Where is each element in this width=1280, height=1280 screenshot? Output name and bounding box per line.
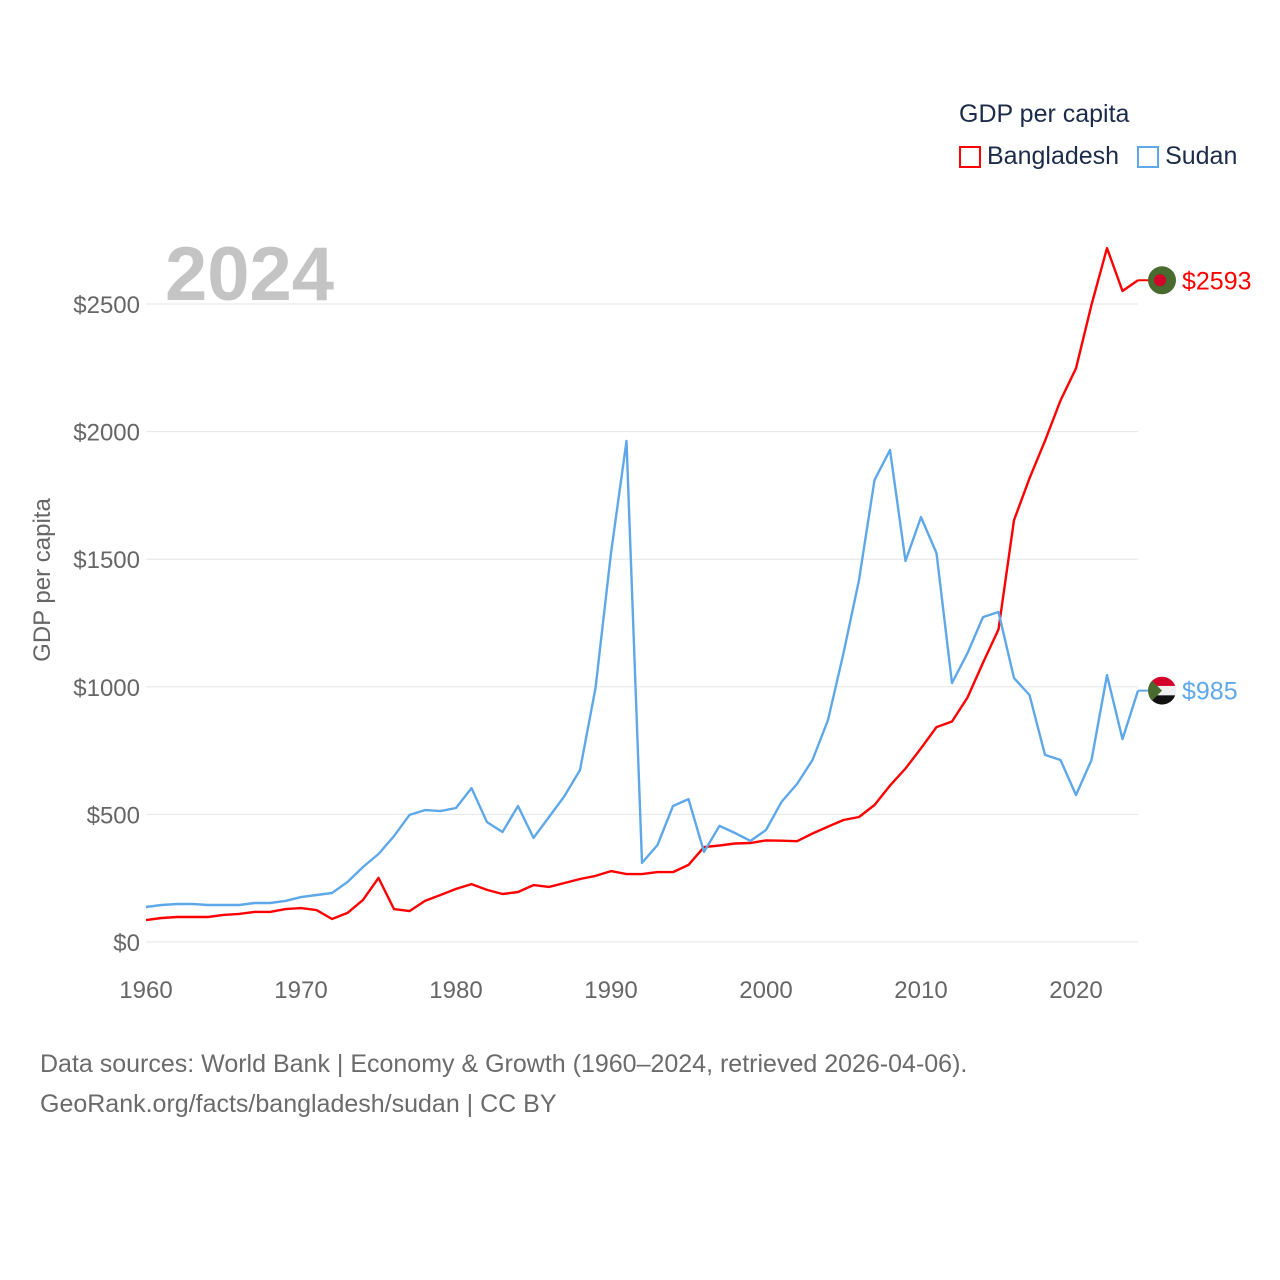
y-tick-label: $2500 xyxy=(73,292,140,319)
sudan-flag-icon xyxy=(1148,676,1176,705)
y-tick-label: $500 xyxy=(87,802,140,829)
y-tick-label: $1500 xyxy=(73,547,140,574)
end-value-label: $2593 xyxy=(1182,267,1252,295)
y-axis-title: GDP per capita xyxy=(29,498,56,662)
legend-item-sudan[interactable]: Sudan xyxy=(1137,142,1237,171)
bangladesh-flag-disc xyxy=(1154,274,1166,287)
y-tick-label: $1000 xyxy=(73,675,140,702)
x-tick-label: 2010 xyxy=(894,977,947,1004)
end-value-label: $985 xyxy=(1182,678,1238,706)
x-tick-label: 2020 xyxy=(1049,977,1102,1004)
legend: Bangladesh Sudan xyxy=(959,142,1237,171)
x-tick-label: 2000 xyxy=(739,977,792,1004)
series-line-bangladesh xyxy=(145,246,1139,922)
legend-swatch-bangladesh xyxy=(959,145,981,168)
x-tick-label: 1990 xyxy=(584,977,637,1004)
legend-title: GDP per capita xyxy=(959,100,1130,128)
legend-swatch-sudan xyxy=(1137,145,1160,168)
legend-label: Bangladesh xyxy=(987,142,1120,170)
x-tick-label: 1970 xyxy=(274,977,327,1004)
y-tick-label: $2000 xyxy=(73,420,140,447)
footer-source: Data sources: World Bank | Economy & Gro… xyxy=(40,1044,967,1124)
legend-item-bangladesh[interactable]: Bangladesh xyxy=(959,142,1119,171)
series-line-sudan xyxy=(145,439,1140,909)
x-tick-label: 1980 xyxy=(429,977,482,1004)
x-tick-label: 1960 xyxy=(119,977,172,1004)
footer-line-2: GeoRank.org/facts/bangladesh/sudan | CC … xyxy=(40,1090,557,1118)
year-label: 2024 xyxy=(165,232,334,317)
y-tick-label: $0 xyxy=(113,930,140,957)
footer-line-1: Data sources: World Bank | Economy & Gro… xyxy=(40,1050,968,1078)
legend-label: Sudan xyxy=(1165,142,1238,170)
